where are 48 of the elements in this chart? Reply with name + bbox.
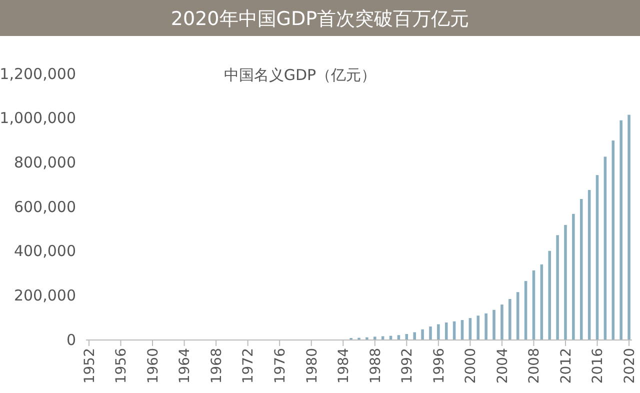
bar	[588, 190, 591, 340]
x-tick-label: 1960	[145, 348, 162, 384]
y-tick-label: 1,000,000	[0, 109, 76, 128]
x-tick-label: 1952	[82, 348, 98, 384]
x-tick-label: 1984	[336, 348, 352, 384]
y-tick-label: 400,000	[14, 242, 76, 260]
x-tick-label: 2012	[558, 348, 574, 384]
x-tick-label: 2008	[526, 348, 543, 384]
bar	[612, 140, 615, 340]
x-tick-label: 1972	[240, 348, 257, 384]
y-tick-label: 0	[66, 330, 76, 349]
bar	[548, 250, 551, 340]
bar	[508, 298, 512, 340]
bar	[492, 310, 496, 340]
x-tick-label: 1992	[400, 348, 416, 384]
bar	[564, 224, 567, 340]
bar	[373, 336, 376, 340]
y-tick-label: 800,000	[14, 153, 76, 172]
chart-subtitle: 中国名义GDP（亿元）	[224, 66, 376, 84]
bar	[572, 214, 575, 340]
bar	[556, 235, 559, 340]
bar	[484, 313, 488, 340]
bar	[596, 175, 599, 340]
bar	[500, 304, 504, 340]
x-tick-label: 1956	[114, 348, 130, 384]
bar	[476, 316, 480, 340]
x-tick-label: 1980	[304, 348, 320, 384]
chart-title: 2020年中国GDP首次突破百万亿元	[170, 8, 470, 30]
x-tick-label: 2016	[590, 348, 606, 384]
x-tick-label: 2020	[622, 348, 638, 384]
bar	[620, 120, 622, 340]
x-tick-label: 1996	[431, 348, 448, 384]
x-tick-label: 1968	[208, 348, 225, 384]
bar	[604, 156, 607, 340]
bar	[429, 326, 432, 340]
x-tick-label: 1988	[368, 348, 384, 384]
bar	[413, 332, 416, 340]
x-tick-label: 2000	[463, 348, 480, 384]
y-tick-label: 200,000	[14, 286, 76, 304]
bar	[421, 329, 424, 340]
x-tick-label: 1976	[272, 348, 288, 384]
x-tick-label: 1964	[177, 348, 194, 384]
bar	[580, 199, 583, 340]
x-tick-label: 2004	[494, 348, 511, 384]
bar	[628, 114, 630, 340]
bar	[437, 324, 440, 340]
y-tick-label: 1,200,000	[0, 64, 76, 83]
y-tick-label: 600,000	[14, 198, 76, 216]
